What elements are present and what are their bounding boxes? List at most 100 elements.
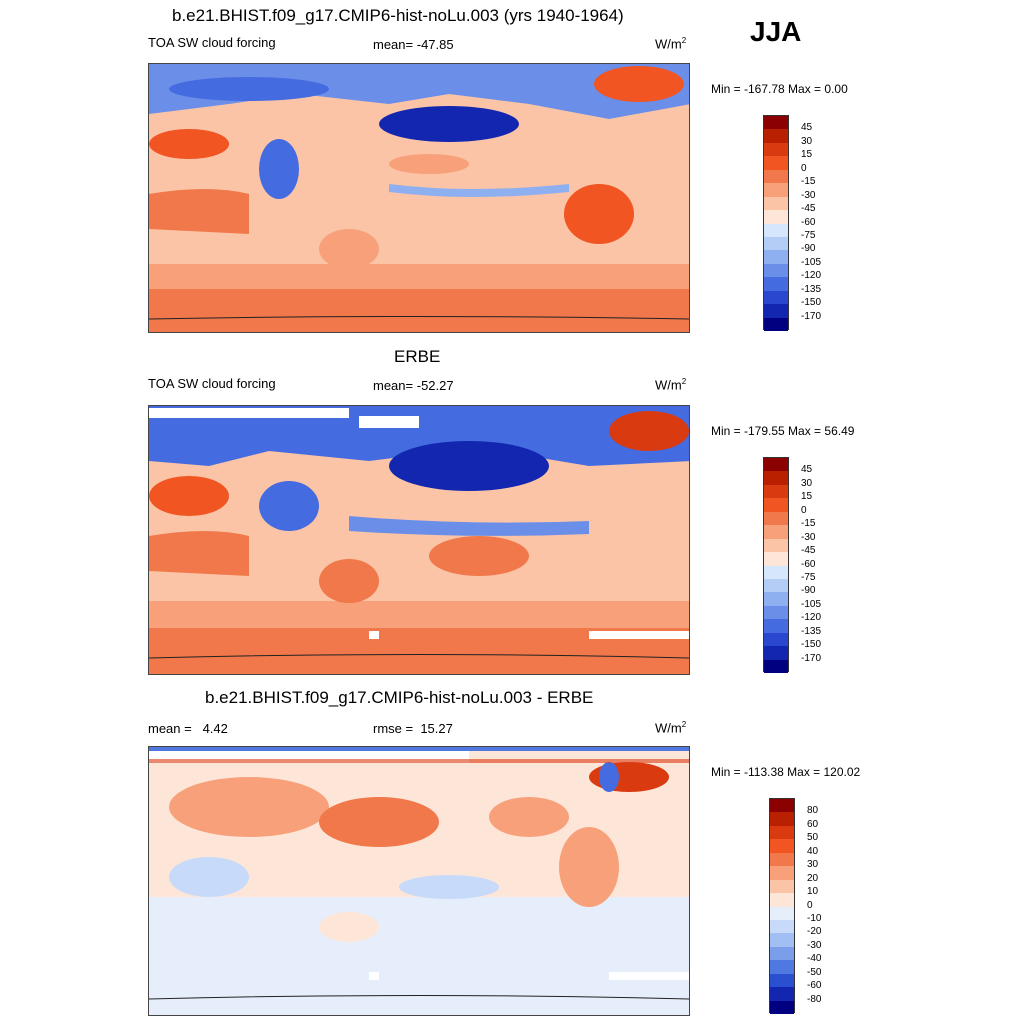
colorbar-swatch — [770, 960, 794, 974]
colorbar-tick-label: -150 — [801, 639, 822, 651]
colorbar-swatch — [764, 210, 788, 224]
colorbar-tick-label: -30 — [801, 189, 816, 201]
colorbar-tick-label: 45 — [801, 122, 813, 134]
panel1-mean: mean= -47.85 — [373, 37, 454, 52]
colorbar-swatch — [764, 116, 788, 130]
colorbar-tick-label: -90 — [801, 243, 816, 255]
colorbar-swatch — [764, 196, 788, 211]
colorbar-swatch — [770, 812, 794, 826]
colorbar-tick-label: -30 — [807, 939, 822, 951]
colorbar-tick-label: 30 — [801, 477, 813, 489]
colorbar-swatch — [770, 933, 794, 947]
colorbar-tick-label: 50 — [807, 832, 819, 844]
panel3-units: W/m2 — [655, 720, 687, 736]
colorbar-swatch — [764, 183, 788, 197]
colorbar-swatch — [764, 156, 788, 170]
colorbar-tick-label: 60 — [807, 818, 819, 830]
colorbar-swatch — [764, 484, 788, 499]
panel3-minmax: Min = -113.38 Max = 120.02 — [711, 765, 861, 779]
colorbar-tick-label: -60 — [801, 216, 816, 228]
colorbar-tick-label: -15 — [801, 176, 816, 188]
colorbar-swatch — [764, 236, 788, 251]
colorbar-swatch — [770, 799, 794, 813]
colorbar-swatch — [770, 946, 794, 961]
panel1-map — [148, 63, 690, 333]
panel2-map — [148, 405, 690, 675]
colorbar-tick-label: -170 — [801, 310, 822, 322]
colorbar-tick-label: -60 — [801, 558, 816, 570]
colorbar-tick-label: -120 — [801, 612, 822, 624]
colorbar-swatch — [770, 973, 794, 988]
colorbar-tick-label: -75 — [801, 229, 816, 241]
colorbar-tick-label: 30 — [801, 135, 813, 147]
colorbar-swatch — [770, 839, 794, 853]
colorbar-swatch — [770, 879, 794, 894]
colorbar-tick-label: 0 — [807, 899, 813, 911]
colorbar-tick-label: -105 — [801, 256, 822, 268]
colorbar-tick-label: -75 — [801, 571, 816, 583]
colorbar-tick-label: -135 — [801, 625, 822, 637]
colorbar-tick-label: 30 — [807, 859, 819, 871]
panel1-colorbar-boxes — [763, 115, 789, 331]
panel3-rmse: rmse = 15.27 — [373, 721, 453, 736]
panel2-title: ERBE — [394, 347, 441, 366]
colorbar-swatch — [764, 290, 788, 305]
colorbar-tick-label: -15 — [801, 518, 816, 530]
colorbar-tick-label: 20 — [807, 872, 819, 884]
colorbar-swatch — [764, 304, 788, 318]
panel1-units: W/m2 — [655, 36, 687, 52]
colorbar-tick-label: -20 — [807, 926, 822, 938]
colorbar-swatch — [770, 906, 794, 920]
colorbar-swatch — [764, 498, 788, 512]
colorbar-tick-label: 15 — [801, 149, 813, 161]
panel3-map — [148, 746, 690, 1016]
colorbar-swatch — [764, 169, 788, 184]
season-label: JJA — [750, 16, 802, 47]
colorbar-swatch — [764, 142, 788, 157]
colorbar-tick-label: -50 — [807, 966, 822, 978]
colorbar-tick-label: 10 — [807, 886, 819, 898]
colorbar-swatch — [764, 659, 788, 673]
panel1-title: b.e21.BHIST.f09_g17.CMIP6-hist-noLu.003 … — [172, 6, 624, 25]
colorbar-swatch — [764, 565, 788, 579]
colorbar-tick-label: -150 — [801, 297, 822, 309]
colorbar-swatch — [764, 511, 788, 526]
colorbar-swatch — [764, 263, 788, 278]
colorbar-swatch — [770, 1000, 794, 1014]
panel1-variable: TOA SW cloud forcing — [148, 35, 276, 50]
panel2-colorbar-boxes — [763, 457, 789, 673]
colorbar-swatch — [764, 552, 788, 566]
panel3-colorbar: 80 60 50 40 30 20 10 0 -10 -20 -30 -40 -50 -60 -80 — [769, 798, 849, 1014]
colorbar-tick-label: -30 — [801, 531, 816, 543]
colorbar-swatch — [764, 129, 788, 143]
colorbar-tick-label: -90 — [801, 585, 816, 597]
colorbar-tick-label: -105 — [801, 598, 822, 610]
colorbar-tick-label: -45 — [801, 203, 816, 215]
colorbar-tick-label: -60 — [807, 980, 822, 992]
panel2-colorbar: 45 30 15 0 -15 -30 -45 -60 -75 -90 -105 -120 -135 -15… — [763, 457, 843, 673]
colorbar-tick-label: -40 — [807, 953, 822, 965]
colorbar-swatch — [764, 250, 788, 264]
panel2-units: W/m2 — [655, 377, 687, 393]
colorbar-swatch — [764, 646, 788, 660]
colorbar-swatch — [770, 893, 794, 907]
panel1-colorbar: 45 30 15 0 -15 -30 -45 -60 -75 -90 -105 -120 -135 -15… — [763, 115, 843, 331]
colorbar-tick-label: 40 — [807, 845, 819, 857]
colorbar-swatch — [770, 987, 794, 1001]
colorbar-tick-label: -135 — [801, 283, 822, 295]
colorbar-swatch — [770, 919, 794, 934]
panel1-minmax: Min = -167.78 Max = 0.00 — [711, 82, 848, 96]
panel2-mean: mean= -52.27 — [373, 378, 454, 393]
colorbar-tick-label: -10 — [807, 912, 822, 924]
colorbar-swatch — [770, 825, 794, 840]
colorbar-swatch — [770, 866, 794, 880]
colorbar-tick-label: 45 — [801, 464, 813, 476]
colorbar-tick-label: 80 — [807, 805, 819, 817]
panel2-minmax: Min = -179.55 Max = 56.49 — [711, 424, 855, 438]
colorbar-tick-label: 0 — [801, 162, 807, 174]
colorbar-tick-label: 15 — [801, 491, 813, 503]
panel3-colorbar-boxes — [769, 798, 795, 1014]
panel3-title: b.e21.BHIST.f09_g17.CMIP6-hist-noLu.003 … — [205, 688, 594, 707]
colorbar-tick-label: -120 — [801, 270, 822, 282]
colorbar-tick-label: 0 — [801, 504, 807, 516]
